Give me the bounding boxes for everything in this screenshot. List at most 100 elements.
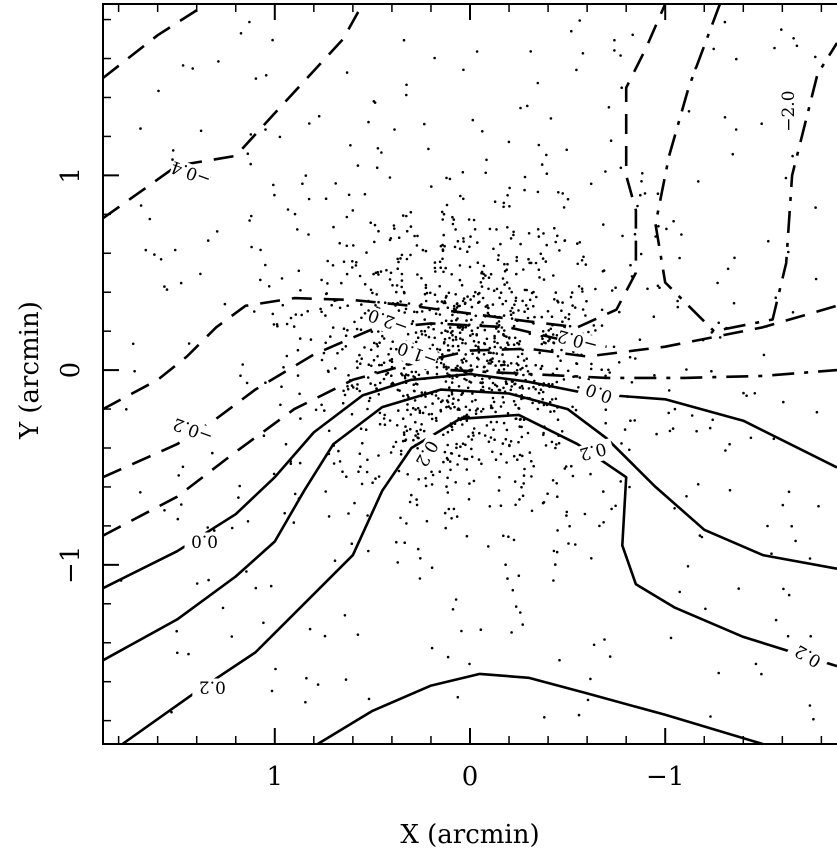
data-point bbox=[464, 414, 468, 418]
data-point bbox=[334, 367, 337, 370]
data-point bbox=[341, 401, 345, 405]
data-point bbox=[493, 438, 496, 442]
data-point bbox=[181, 465, 185, 469]
data-point bbox=[499, 346, 503, 349]
data-point bbox=[506, 412, 510, 415]
data-point bbox=[440, 331, 443, 335]
data-point bbox=[324, 490, 328, 493]
data-point bbox=[397, 469, 401, 473]
data-point bbox=[499, 405, 503, 408]
data-point bbox=[383, 413, 387, 417]
data-point bbox=[560, 430, 564, 433]
data-point bbox=[555, 443, 558, 446]
data-point bbox=[144, 248, 148, 252]
contour-line-dashed bbox=[102, 2, 208, 80]
data-point bbox=[478, 291, 481, 295]
data-point bbox=[581, 308, 585, 311]
data-point bbox=[469, 364, 473, 367]
data-point bbox=[495, 228, 498, 231]
data-point bbox=[477, 341, 481, 344]
data-point bbox=[676, 299, 679, 303]
data-point bbox=[180, 503, 183, 506]
data-point bbox=[397, 309, 401, 312]
data-point bbox=[299, 289, 302, 292]
data-point bbox=[527, 257, 530, 261]
data-point bbox=[685, 495, 688, 498]
data-point bbox=[488, 387, 491, 390]
data-point bbox=[602, 223, 605, 226]
data-point bbox=[359, 427, 363, 431]
data-point bbox=[489, 436, 493, 439]
data-point bbox=[552, 549, 556, 553]
data-point bbox=[416, 547, 420, 551]
data-point bbox=[712, 47, 715, 51]
data-point bbox=[211, 451, 214, 455]
data-point bbox=[479, 281, 483, 284]
data-point bbox=[480, 285, 484, 288]
data-point bbox=[450, 273, 454, 276]
data-point bbox=[438, 313, 442, 316]
data-point bbox=[585, 299, 588, 303]
data-point bbox=[479, 628, 483, 631]
data-point bbox=[717, 321, 720, 325]
data-point bbox=[298, 392, 301, 396]
data-point bbox=[440, 300, 444, 303]
data-point bbox=[502, 401, 506, 404]
data-point bbox=[792, 37, 795, 40]
data-point bbox=[602, 490, 605, 493]
data-point bbox=[417, 478, 421, 481]
data-point bbox=[418, 409, 422, 413]
data-point bbox=[520, 352, 524, 356]
data-point bbox=[531, 401, 534, 405]
data-point bbox=[372, 272, 375, 276]
data-point bbox=[437, 397, 440, 400]
data-point bbox=[424, 249, 428, 253]
data-point bbox=[455, 302, 459, 305]
contour-label-bg bbox=[409, 432, 447, 477]
data-point bbox=[423, 329, 427, 333]
data-point bbox=[481, 381, 485, 384]
data-point bbox=[445, 294, 448, 298]
data-point bbox=[353, 501, 356, 505]
data-point bbox=[508, 287, 511, 290]
data-point bbox=[521, 454, 524, 458]
data-point bbox=[420, 391, 424, 394]
data-point bbox=[525, 364, 528, 368]
data-point bbox=[451, 344, 455, 348]
data-point bbox=[404, 373, 408, 376]
data-point bbox=[618, 310, 621, 314]
data-point bbox=[536, 190, 540, 194]
data-point bbox=[350, 384, 354, 387]
data-point bbox=[269, 584, 273, 588]
data-point bbox=[395, 284, 399, 287]
data-point bbox=[590, 557, 593, 560]
data-point bbox=[514, 503, 517, 507]
data-point bbox=[420, 310, 424, 313]
data-point bbox=[253, 310, 256, 313]
data-point bbox=[264, 263, 267, 267]
data-point bbox=[406, 393, 409, 397]
data-point bbox=[454, 338, 458, 341]
data-point bbox=[206, 526, 209, 529]
data-point bbox=[560, 309, 563, 313]
data-point bbox=[366, 514, 369, 517]
data-point bbox=[351, 209, 355, 212]
data-point bbox=[403, 311, 407, 314]
data-point bbox=[363, 346, 366, 349]
data-point bbox=[643, 192, 647, 195]
data-point bbox=[460, 283, 464, 287]
data-point bbox=[170, 710, 173, 714]
data-point bbox=[574, 408, 578, 412]
data-point bbox=[425, 519, 429, 523]
data-point bbox=[331, 264, 335, 267]
data-point bbox=[487, 362, 491, 365]
data-point bbox=[506, 194, 509, 197]
data-point bbox=[553, 226, 556, 230]
data-point bbox=[569, 295, 573, 299]
data-point bbox=[391, 284, 394, 287]
data-point bbox=[173, 248, 177, 252]
data-point bbox=[360, 303, 363, 306]
data-point bbox=[410, 370, 414, 374]
data-point bbox=[537, 235, 541, 238]
data-point bbox=[557, 441, 561, 445]
